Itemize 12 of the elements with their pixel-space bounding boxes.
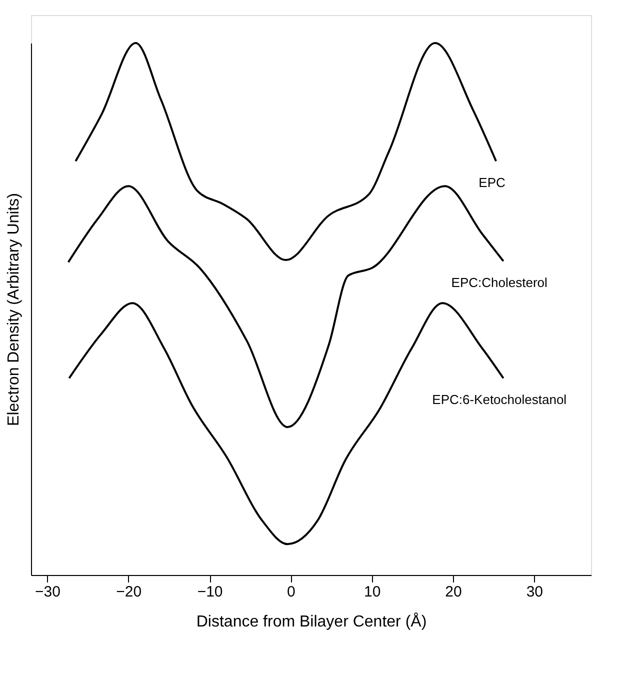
x-tick-label: −20 — [116, 584, 142, 600]
series-label: EPC:6-Ketocholestanol — [432, 392, 567, 408]
x-tick-label: 20 — [445, 584, 462, 600]
x-tick-label: −10 — [197, 584, 223, 600]
series-label: EPC — [478, 175, 506, 190]
y-axis-title: Electron Density (Arbitrary Units) — [6, 193, 22, 426]
x-tick-label: 0 — [287, 584, 296, 600]
x-axis-title: Distance from Bilayer Center (Å) — [196, 612, 427, 630]
series-label: EPC:Cholesterol — [451, 275, 548, 290]
x-tick-label: 10 — [364, 584, 381, 600]
x-tick-label: 30 — [526, 584, 544, 600]
x-tick-label: −30 — [35, 584, 60, 600]
